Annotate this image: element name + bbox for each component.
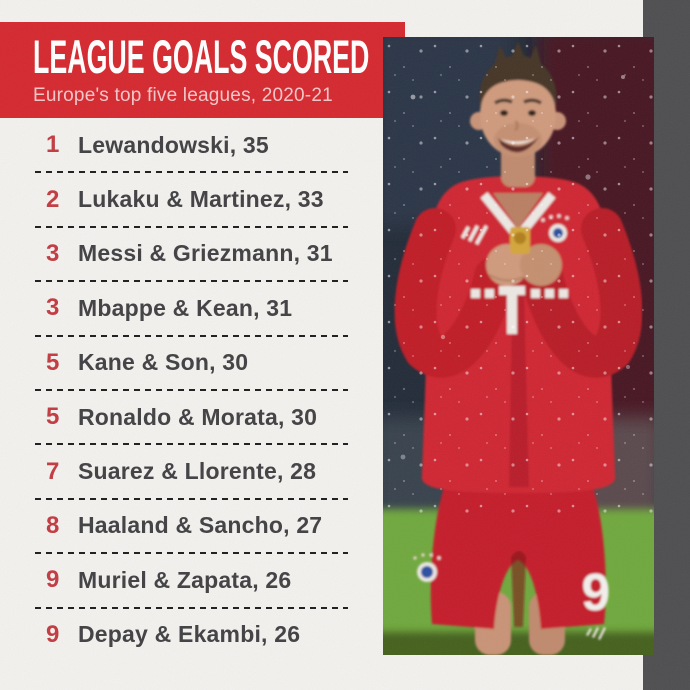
list-item: 1 Lewandowski, 35 [0, 118, 360, 174]
player-photo: 9 [383, 37, 654, 655]
page-title-text: LEAGUE GOALS SCORED [33, 30, 370, 83]
jersey-number: 9 [582, 564, 611, 622]
player-goals: Muriel & Zapata, 26 [78, 566, 292, 593]
list-item: 9 Depay & Ekambi, 26 [0, 608, 360, 662]
rank-number: 3 [46, 294, 60, 322]
header-banner: LEAGUE GOALS SCORED Europe's top five le… [0, 22, 405, 118]
player-goals: Ronaldo & Morata, 30 [78, 403, 318, 430]
rank-number: 1 [46, 131, 60, 159]
snow-speckles [383, 37, 654, 517]
list-item: 3 Messi & Griezmann, 31 [0, 227, 360, 283]
list-item: 8 Haaland & Sancho, 27 [0, 499, 360, 555]
player-goals: Messi & Griezmann, 31 [78, 240, 333, 267]
list-item: 7 Suarez & Llorente, 28 [0, 444, 360, 501]
player-goals: Mbappe & Kean, 31 [78, 294, 293, 321]
rank-number: 9 [46, 620, 60, 648]
list-item: 2 Lukaku & Martinez, 33 [0, 172, 360, 229]
rank-number: 3 [46, 239, 60, 267]
player-goals: Depay & Ekambi, 26 [78, 621, 301, 648]
rank-number: 5 [46, 348, 60, 376]
rank-number: 8 [46, 511, 60, 539]
player-goals: Haaland & Sancho, 27 [78, 512, 323, 539]
player-goals: Lewandowski, 35 [78, 131, 269, 158]
rank-number: 2 [46, 185, 60, 213]
list-item: 9 Muriel & Zapata, 26 [0, 553, 360, 609]
rank-number: 9 [46, 566, 60, 594]
page-subtitle: Europe's top five leagues, 2020-21 [33, 84, 333, 106]
rank-number: 5 [46, 403, 60, 431]
list-item: 5 Ronaldo & Morata, 30 [0, 390, 360, 446]
rank-number: 7 [46, 457, 60, 485]
list-item: 5 Kane & Son, 30 [0, 336, 360, 392]
player-goals: Kane & Son, 30 [78, 349, 249, 376]
player-goals: Suarez & Llorente, 28 [78, 458, 317, 485]
page-title: LEAGUE GOALS SCORED [33, 33, 405, 81]
list-item: 3 Mbappe & Kean, 31 [0, 281, 360, 337]
player-goals: Lukaku & Martinez, 33 [78, 186, 324, 213]
goals-ranking-list: 1 Lewandowski, 35 2 Lukaku & Martinez, 33 … [0, 118, 360, 662]
